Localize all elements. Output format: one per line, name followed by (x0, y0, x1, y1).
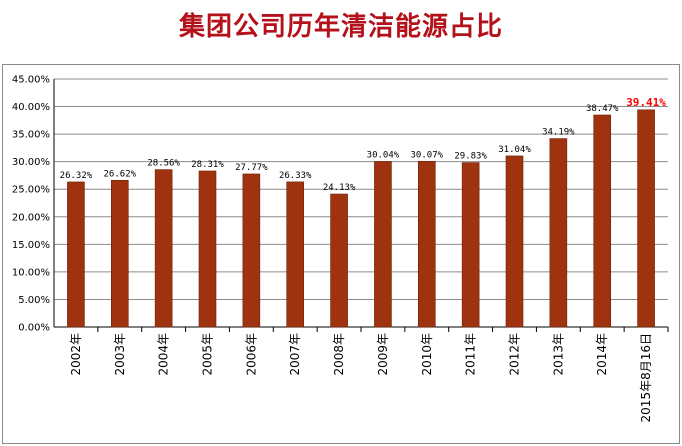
x-tick-label: 2007年 (288, 333, 302, 376)
chart-title: 集团公司历年清洁能源占比 (178, 12, 503, 42)
data-label: 34.19% (542, 128, 575, 138)
y-tick-label: 30.00% (12, 157, 50, 168)
bar (505, 155, 524, 328)
y-tick-label: 45.00% (12, 75, 50, 86)
x-tick-label: 2004年 (157, 333, 171, 376)
bar (417, 160, 436, 328)
x-tick-label: 2006年 (244, 333, 258, 376)
bar (461, 162, 480, 328)
bar (593, 114, 612, 328)
y-tick-label: 40.00% (12, 102, 50, 113)
y-tick-label: 25.00% (12, 185, 50, 196)
x-tick-label: 2010年 (420, 333, 434, 376)
x-tick-label: 2005年 (201, 333, 215, 376)
bar (549, 138, 568, 328)
x-tick-label: 2008年 (332, 333, 346, 376)
bar (242, 173, 261, 328)
data-label: 30.04% (367, 150, 400, 160)
data-label: 38.47% (586, 104, 619, 114)
data-label: 27.77% (235, 163, 268, 173)
data-label: 26.62% (104, 169, 137, 179)
bar (330, 193, 348, 328)
bar (198, 170, 217, 328)
bar (374, 161, 392, 328)
data-label: 26.33% (279, 171, 312, 181)
bar (154, 169, 173, 328)
bar (110, 179, 129, 328)
x-tick-label: 2009年 (376, 333, 390, 376)
data-label: 24.13% (323, 183, 356, 193)
x-tick-label: 2014年 (595, 333, 609, 376)
x-tick-label: 2013年 (551, 333, 565, 376)
data-label-highlight: 39.41% (626, 96, 666, 109)
data-label: 29.83% (454, 152, 487, 162)
x-tick-label: 2011年 (464, 333, 478, 376)
bar (286, 181, 305, 328)
data-label: 31.04% (498, 145, 531, 155)
y-tick-label: 20.00% (12, 212, 50, 223)
y-tick-label: 0.00% (18, 323, 50, 334)
x-tick-label: 2012年 (508, 333, 522, 376)
data-label: 26.32% (60, 171, 93, 181)
x-tick-label: 2015年8月16日 (639, 333, 653, 422)
y-tick-label: 5.00% (18, 295, 50, 306)
data-label: 28.31% (191, 160, 224, 170)
y-tick-label: 35.00% (12, 130, 50, 141)
y-tick-label: 15.00% (12, 240, 50, 251)
bar (67, 181, 85, 328)
bar (637, 109, 655, 328)
x-tick-label: 2003年 (113, 333, 127, 376)
y-tick-label: 10.00% (12, 267, 50, 278)
data-label: 30.07% (411, 150, 444, 160)
data-label: 28.56% (147, 159, 180, 169)
x-tick-label: 2002年 (69, 333, 83, 376)
